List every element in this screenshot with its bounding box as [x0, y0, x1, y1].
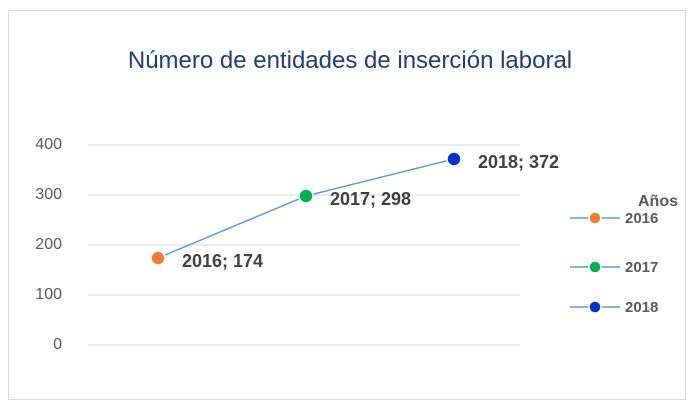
- legend-marker: [588, 300, 602, 314]
- data-label: 2017; 298: [330, 189, 411, 209]
- legend-label: 2017: [625, 259, 658, 276]
- legend-marker: [588, 211, 602, 225]
- chart-title: Número de entidades de inserción laboral: [127, 47, 573, 74]
- y-tick-label: 400: [35, 136, 62, 153]
- data-label: 2018; 372: [478, 152, 559, 172]
- data-label: 2016; 174: [182, 251, 263, 271]
- y-tick-label: 100: [35, 286, 62, 303]
- y-tick-label: 0: [53, 336, 62, 353]
- chart-frame: [8, 10, 686, 400]
- legend-label: 2016: [625, 210, 658, 227]
- legend-title: Años: [638, 193, 678, 210]
- point: [150, 250, 166, 266]
- legend-label: 2018: [625, 299, 658, 316]
- point: [446, 151, 462, 167]
- point: [298, 188, 314, 204]
- y-tick-label: 300: [35, 186, 62, 203]
- legend-marker: [588, 260, 602, 274]
- y-tick-label: 200: [35, 236, 62, 253]
